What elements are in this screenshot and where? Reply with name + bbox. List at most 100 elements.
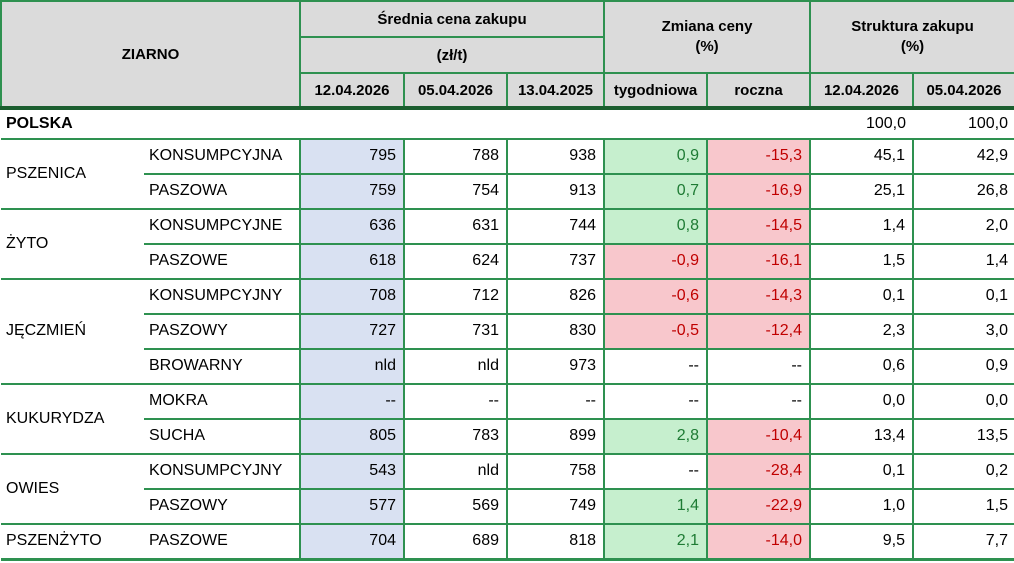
price-previous-cell: 569 <box>403 487 508 525</box>
yearly-change-cell: -22,9 <box>706 487 811 525</box>
structure-current-cell: 2,3 <box>809 312 914 350</box>
polska-label: POLSKA <box>1 108 810 140</box>
structure-current-cell: 45,1 <box>809 138 914 175</box>
weekly-change-cell: 0,8 <box>603 207 708 245</box>
grain-type-label: KONSUMPCYJNE <box>144 207 301 245</box>
structure-previous-cell: 42,9 <box>912 138 1014 175</box>
table-header: ZIARNO Średnia cena zakupu Zmiana ceny (… <box>0 0 1014 110</box>
weekly-change-cell: 0,9 <box>603 138 708 175</box>
weekly-change-cell: 1,4 <box>603 487 708 525</box>
price-yearago-cell: 938 <box>506 138 605 175</box>
price-current-cell: 708 <box>299 277 405 315</box>
price-date-header-2: 05.04.2026 <box>403 72 508 110</box>
structure-date-header-1: 12.04.2026 <box>809 72 914 110</box>
structure-current-cell: 13,4 <box>809 417 914 455</box>
grain-type-label: KONSUMPCYJNY <box>144 452 301 490</box>
price-yearago-cell: 749 <box>506 487 605 525</box>
table-row: OWIES KONSUMPCYJNY 543 nld 758 -- -28,4 … <box>1 452 1014 525</box>
price-yearago-cell: 737 <box>506 242 605 280</box>
table-row: SUCHA 805 783 899 2,8 -10,4 13,4 13,5 <box>1 417 1014 455</box>
price-previous-cell: 689 <box>403 522 508 561</box>
price-current-cell: 543 <box>299 452 405 490</box>
grain-group-label: KUKURYDZA <box>1 382 144 455</box>
polska-structure-previous: 100,0 <box>913 108 1014 140</box>
change-group-header: Zmiana ceny (%) <box>603 0 811 74</box>
price-yearago-cell: 818 <box>506 522 605 561</box>
price-current-cell: nld <box>299 347 405 385</box>
structure-previous-cell: 3,0 <box>912 312 1014 350</box>
polska-structure-current: 100,0 <box>810 108 913 140</box>
weekly-change-cell: -0,5 <box>603 312 708 350</box>
price-previous-cell: 783 <box>403 417 508 455</box>
structure-date-header-2: 05.04.2026 <box>912 72 1014 110</box>
structure-current-cell: 1,5 <box>809 242 914 280</box>
table-row: PSZENŻYTO PASZOWE 704 689 818 2,1 -14,0 … <box>1 522 1014 561</box>
structure-previous-cell: 1,5 <box>912 487 1014 525</box>
price-yearago-cell: 830 <box>506 312 605 350</box>
structure-previous-cell: 7,7 <box>912 522 1014 561</box>
price-previous-cell: 712 <box>403 277 508 315</box>
grain-group-label: PSZENŻYTO <box>1 522 144 561</box>
grain-type-label: PASZOWE <box>144 242 301 280</box>
weekly-change-header: tygodniowa <box>603 72 708 110</box>
structure-group-header: Struktura zakupu (%) <box>809 0 1014 74</box>
price-current-cell: -- <box>299 382 405 420</box>
structure-current-cell: 0,6 <box>809 347 914 385</box>
table-row: KUKURYDZA MOKRA -- -- -- -- -- 0,0 0,0 <box>1 382 1014 455</box>
grain-group-label: JĘCZMIEŃ <box>1 277 144 385</box>
structure-current-cell: 1,4 <box>809 207 914 245</box>
structure-group-title: Struktura zakupu <box>851 18 974 35</box>
structure-current-cell: 0,1 <box>809 277 914 315</box>
price-current-cell: 759 <box>299 172 405 210</box>
price-current-cell: 577 <box>299 487 405 525</box>
yearly-change-header: roczna <box>706 72 811 110</box>
change-group-title: Zmiana ceny <box>661 18 753 35</box>
price-date-header-1: 12.04.2026 <box>299 72 405 110</box>
price-previous-cell: 788 <box>403 138 508 175</box>
table-row: BROWARNY nld nld 973 -- -- 0,6 0,9 <box>1 347 1014 385</box>
table-row: PASZOWE 618 624 737 -0,9 -16,1 1,5 1,4 <box>1 242 1014 280</box>
weekly-change-cell: 2,1 <box>603 522 708 561</box>
structure-current-cell: 9,5 <box>809 522 914 561</box>
structure-previous-cell: 2,0 <box>912 207 1014 245</box>
weekly-change-cell: 0,7 <box>603 172 708 210</box>
structure-previous-cell: 0,9 <box>912 347 1014 385</box>
price-yearago-cell: 758 <box>506 452 605 490</box>
yearly-change-cell: -- <box>706 347 811 385</box>
price-current-cell: 636 <box>299 207 405 245</box>
yearly-change-cell: -28,4 <box>706 452 811 490</box>
structure-group-unit: (%) <box>900 38 925 55</box>
grain-type-label: PASZOWE <box>144 522 301 561</box>
price-previous-cell: 631 <box>403 207 508 245</box>
price-previous-cell: nld <box>403 347 508 385</box>
weekly-change-cell: -- <box>603 452 708 490</box>
yearly-change-cell: -12,4 <box>706 312 811 350</box>
structure-previous-cell: 0,0 <box>912 382 1014 420</box>
weekly-change-cell: -0,6 <box>603 277 708 315</box>
table-row: PSZENICA KONSUMPCYJNA 795 788 938 0,9 -1… <box>1 138 1014 210</box>
structure-previous-cell: 0,1 <box>912 277 1014 315</box>
structure-current-cell: 0,0 <box>809 382 914 420</box>
table-row: PASZOWY 727 731 830 -0,5 -12,4 2,3 3,0 <box>1 312 1014 350</box>
structure-previous-cell: 1,4 <box>912 242 1014 280</box>
grain-group-label: OWIES <box>1 452 144 525</box>
weekly-change-cell: -- <box>603 347 708 385</box>
price-current-cell: 795 <box>299 138 405 175</box>
structure-current-cell: 25,1 <box>809 172 914 210</box>
ziarno-header: ZIARNO <box>0 0 301 110</box>
table-row: PASZOWA 759 754 913 0,7 -16,9 25,1 26,8 <box>1 172 1014 210</box>
structure-previous-cell: 0,2 <box>912 452 1014 490</box>
price-previous-cell: 754 <box>403 172 508 210</box>
structure-current-cell: 1,0 <box>809 487 914 525</box>
price-date-header-3: 13.04.2025 <box>506 72 605 110</box>
structure-current-cell: 0,1 <box>809 452 914 490</box>
grain-type-label: PASZOWA <box>144 172 301 210</box>
price-yearago-cell: 913 <box>506 172 605 210</box>
structure-previous-cell: 26,8 <box>912 172 1014 210</box>
price-group-header: Średnia cena zakupu <box>299 0 605 38</box>
price-yearago-cell: -- <box>506 382 605 420</box>
grain-type-label: PASZOWY <box>144 487 301 525</box>
grain-type-label: KONSUMPCYJNA <box>144 138 301 175</box>
table-row: ŻYTO KONSUMPCYJNE 636 631 744 0,8 -14,5 … <box>1 207 1014 280</box>
grain-group-label: ŻYTO <box>1 207 144 280</box>
